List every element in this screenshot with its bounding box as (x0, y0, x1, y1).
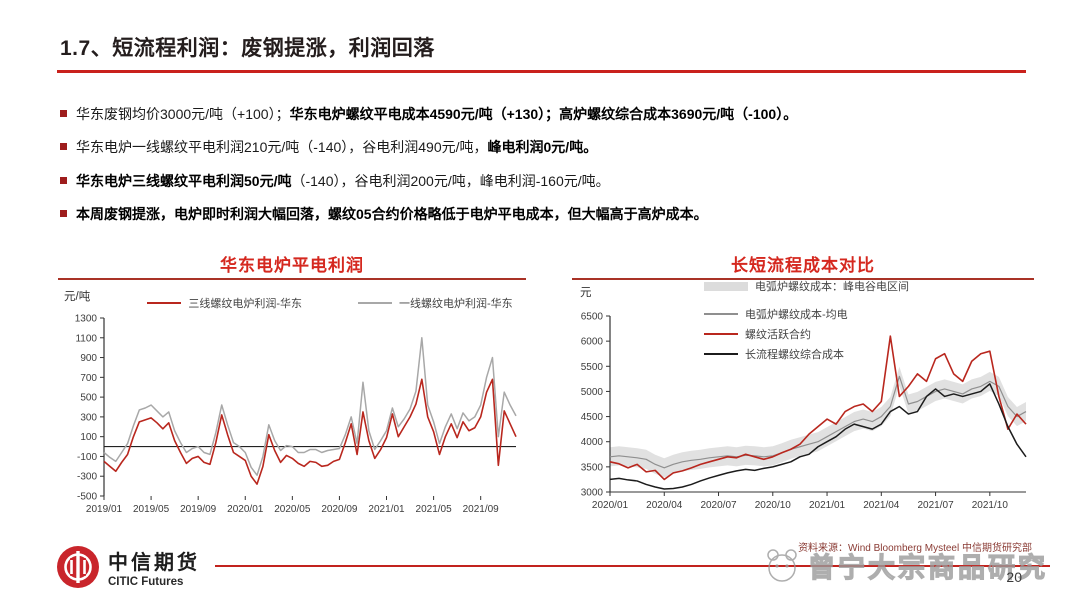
x-tick-label: 2021/10 (972, 500, 1009, 511)
legend-item: 一线螺纹电炉利润-华东 (358, 295, 513, 311)
bullet-item: 华东电炉三线螺纹平电利润50元/吨（-140），谷电利润200元/吨，峰电利润-… (60, 171, 1025, 191)
data-source-note: 资料来源：Wind Bloomberg Mysteel 中信期货研究部 (798, 543, 1032, 554)
x-tick-label: 2021/09 (463, 504, 500, 515)
citic-logo-icon (57, 546, 99, 588)
cost-band (610, 366, 1026, 478)
y-tick-label: 300 (80, 412, 97, 423)
chart-legend: 三线螺纹电炉利润-华东 一线螺纹电炉利润-华东 (134, 295, 526, 311)
bullet-marker-icon (60, 176, 67, 184)
x-tick-label: 2021/07 (917, 500, 954, 511)
logo-name-en: CITIC Futures (108, 576, 184, 588)
series-line (609, 375, 1027, 469)
page-number: 20 (1006, 569, 1022, 585)
legend-line-swatch (704, 333, 738, 335)
x-tick-label: 2020/01 (227, 504, 264, 515)
bullet-item: 华东电炉一线螺纹平电利润210元/吨（-140），谷电利润490元/吨，峰电利润… (60, 137, 1025, 157)
x-tick-label: 2019/05 (133, 504, 170, 515)
bullet-marker-icon (60, 143, 67, 151)
x-tick-label: 2020/04 (646, 500, 683, 511)
y-tick-label: 500 (80, 393, 97, 404)
profit-line-chart: 13001100900700500300100-100-300-5002019/… (75, 314, 517, 515)
watermark: 曾宁大宗商品研究 (762, 546, 1048, 585)
chart-title: 华东电炉平电利润 (220, 256, 364, 275)
x-tick-label: 2020/09 (321, 504, 358, 515)
y-axis-unit-label: 元/吨 (64, 291, 91, 303)
series-line (103, 378, 517, 485)
x-tick-label: 2020/05 (274, 504, 311, 515)
series-line (103, 337, 517, 476)
y-tick-label: 700 (80, 373, 97, 384)
legend-item: 长流程螺纹综合成本 (704, 346, 909, 362)
y-tick-label: 5000 (581, 387, 604, 398)
y-axis-unit-label: 元 (580, 287, 592, 299)
legend-item: 三线螺纹电炉利润-华东 (147, 295, 302, 311)
x-tick-label: 2021/01 (809, 500, 846, 511)
x-tick-label: 2021/05 (416, 504, 453, 515)
y-tick-label: -100 (77, 452, 97, 463)
chart-title: 长短流程成本对比 (731, 256, 875, 275)
x-tick-label: 2020/10 (755, 500, 792, 511)
y-tick-label: 100 (80, 432, 97, 443)
footer-divider (215, 565, 1050, 567)
y-tick-label: 3500 (581, 462, 604, 473)
chart-title-box: 华东电炉平电利润 (58, 248, 526, 280)
legend-label: 电弧炉螺纹成本-均电 (745, 309, 848, 321)
legend-item: 电弧炉螺纹成本-均电 (704, 306, 909, 322)
bullet-marker-icon (60, 110, 67, 117)
citic-futures-logo: 中信期货 CITIC Futures (56, 545, 200, 589)
title-divider (57, 70, 1026, 73)
legend-line-swatch (704, 353, 738, 355)
y-tick-label: 900 (80, 353, 97, 364)
chart-panel-electric-furnace-profit: 华东电炉平电利润 元/吨 三线螺纹电炉利润-华东 一线螺纹电炉利润-华东 1300… (58, 248, 526, 515)
series-line (609, 383, 1027, 490)
legend-label: 螺纹活跃合约 (745, 329, 811, 341)
legend-item: 电弧炉螺纹成本：峰电谷电区间 (704, 278, 909, 294)
x-tick-label: 2020/07 (700, 500, 737, 511)
legend-line-swatch (358, 302, 392, 304)
x-tick-label: 2021/01 (368, 504, 405, 515)
page-title: 1.7、短流程利润：废钢提涨，利润回落 (60, 37, 435, 60)
x-tick-label: 2021/04 (863, 500, 900, 511)
x-tick-label: 2019/01 (86, 504, 123, 515)
y-tick-label: 5500 (581, 362, 604, 373)
legend-item: 螺纹活跃合约 (704, 326, 909, 342)
logo-name-cn: 中信期货 (108, 552, 200, 574)
legend-label: 长流程螺纹综合成本 (745, 349, 844, 361)
logo-text: 中信期货 CITIC Futures (108, 546, 200, 588)
y-tick-label: 4000 (581, 437, 604, 448)
y-tick-label: -300 (77, 472, 97, 483)
legend-line-swatch (704, 313, 738, 315)
watermark-text: 曾宁大宗商品研究 (807, 552, 1048, 583)
legend-label: 一线螺纹电炉利润-华东 (399, 298, 513, 310)
bullet-item: 本周废钢提涨，电炉即时利润大幅回落，螺纹05合约价格略低于电炉平电成本，但大幅高… (60, 204, 1025, 224)
y-tick-label: 1100 (75, 333, 97, 344)
legend-label: 电弧炉螺纹成本：峰电谷电区间 (755, 281, 909, 293)
x-tick-label: 2020/01 (592, 500, 629, 511)
y-tick-label: 1300 (75, 314, 98, 325)
y-tick-label: 6500 (581, 312, 604, 323)
y-tick-label: 3000 (581, 488, 604, 499)
legend-band-swatch (704, 281, 748, 291)
bullet-list: 华东废钢均价3000元/吨（+100）；华东电炉螺纹平电成本4590元/吨（+1… (60, 104, 1025, 237)
chart-panel-cost-comparison: 长短流程成本对比 元 电弧炉螺纹成本：峰电谷电区间电弧炉螺纹成本-均电 螺纹活跃合… (572, 248, 1034, 511)
x-tick-label: 2019/09 (180, 504, 217, 515)
watermark-mascot-icon (767, 548, 797, 582)
y-tick-label: 6000 (581, 337, 604, 348)
bullet-marker-icon (60, 209, 67, 217)
chart-legend: 电弧炉螺纹成本：峰电谷电区间电弧炉螺纹成本-均电 螺纹活跃合约长流程螺纹综合成本 (704, 278, 909, 366)
series-line (609, 335, 1027, 481)
chart-title-box: 长短流程成本对比 (572, 248, 1034, 280)
y-tick-label: 4500 (581, 412, 604, 423)
legend-label: 三线螺纹电炉利润-华东 (188, 298, 302, 310)
legend-line-swatch (147, 302, 182, 304)
y-tick-label: -500 (77, 492, 97, 503)
bullet-item: 华东废钢均价3000元/吨（+100）；华东电炉螺纹平电成本4590元/吨（+1… (60, 104, 1025, 124)
